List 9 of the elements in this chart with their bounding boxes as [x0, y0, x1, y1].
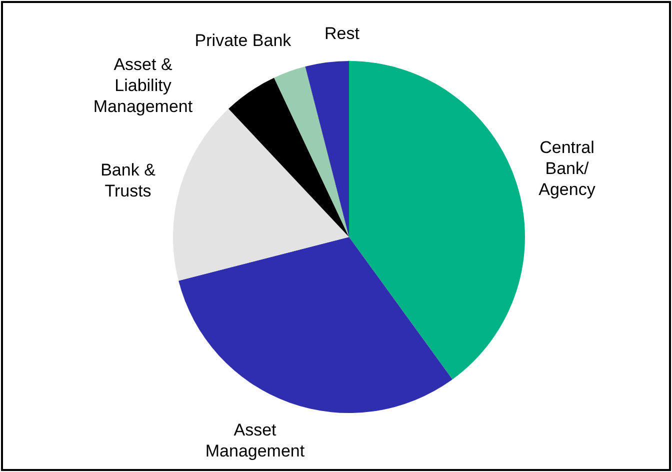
pie-slice [349, 61, 525, 380]
pie-slice [274, 66, 349, 237]
slice-label: Rest [324, 24, 360, 43]
slice-label: Asset Management [205, 420, 305, 460]
slice-label: Central Bank/ Agency [538, 138, 596, 199]
slice-label: Bank & Trusts [100, 160, 156, 200]
slice-label: Asset & Liability Management [93, 55, 193, 116]
slice-label: Private Bank [194, 31, 292, 50]
pie-slice [228, 78, 349, 237]
